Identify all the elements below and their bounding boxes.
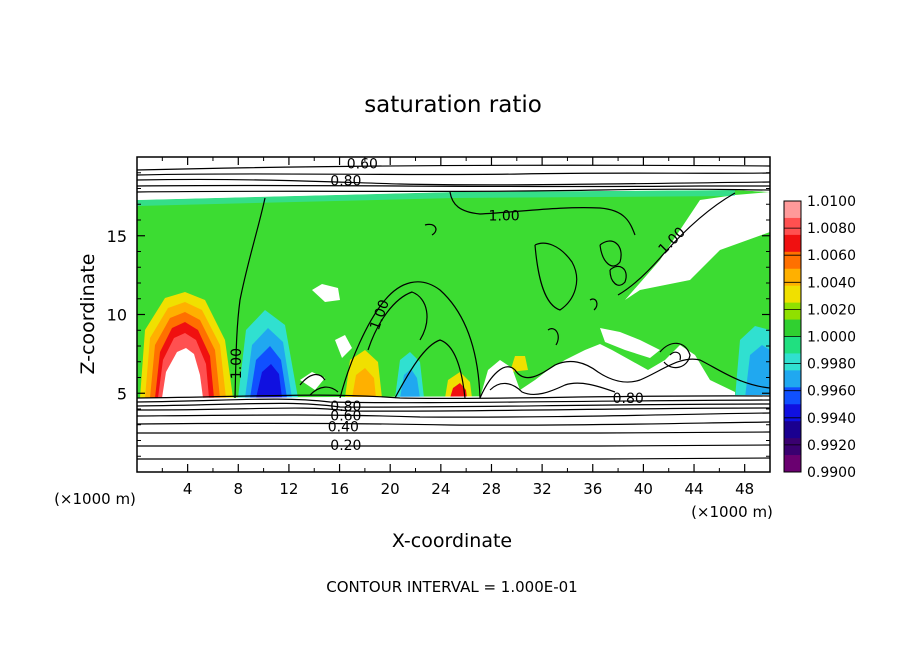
colorbar-swatch [784, 217, 801, 236]
colorbar-label: 0.9920 [807, 438, 856, 454]
x-axis-title: X-coordinate [392, 530, 512, 552]
x-tick-label: 24 [431, 480, 450, 498]
colorbar-swatch [784, 302, 801, 321]
y-axis-title: Z-coordinate [77, 254, 99, 375]
colorbar-swatch [784, 285, 801, 304]
x-unit-label: (×1000 m) [691, 503, 773, 521]
contour-label: 1.00 [229, 348, 245, 379]
clear-patches [300, 284, 735, 398]
field-upper-clear [625, 192, 770, 300]
colorbar-swatch [784, 404, 801, 422]
colorbar-swatch [784, 421, 801, 439]
contour-label: 0.20 [330, 438, 361, 454]
x-tick-label: 12 [279, 480, 298, 498]
colorbar-swatch [784, 319, 801, 337]
y-tick-label: 10 [107, 306, 127, 325]
colorbar-swatch [784, 353, 801, 371]
x-axis-ticks: 4 8 12 16 20 24 28 32 36 40 44 48 [161, 157, 754, 498]
y-tick-label: 5 [117, 384, 127, 403]
field-background [137, 190, 770, 398]
colorbar-swatch [784, 234, 801, 253]
colorbar-label: 0.9960 [807, 384, 856, 400]
colorbar-label: 1.0040 [807, 275, 856, 291]
y-tick-label: 15 [107, 227, 127, 246]
colorbar: 1.0100 1.0080 1.0060 1.0040 1.0020 1.0000 0.99… [783, 194, 856, 481]
x-tick-label: 20 [381, 480, 400, 498]
colorbar-swatch [784, 438, 801, 456]
colorbar-label: 1.0100 [807, 194, 856, 210]
contour-interval-note: CONTOUR INTERVAL = 1.000E-01 [326, 578, 577, 596]
x-tick-label: 36 [583, 480, 602, 498]
colorbar-label: 0.9940 [807, 411, 856, 427]
x-tick-label: 40 [634, 480, 653, 498]
warm-cells [345, 350, 588, 398]
colorbar-swatch [784, 455, 801, 473]
colorbar-label: 1.0080 [807, 221, 856, 237]
x-tick-label: 28 [482, 480, 501, 498]
colorbar-label: 0.9980 [807, 357, 856, 373]
x-tick-label: 32 [533, 480, 552, 498]
plume-red [140, 292, 233, 398]
colorbar-swatch [784, 268, 801, 287]
contour-lines [136, 164, 771, 460]
contour-label: 0.80 [613, 391, 644, 407]
colorbar-label: 0.9900 [807, 465, 856, 481]
x-tick-label: 4 [183, 480, 193, 498]
colorbar-label: 1.0020 [807, 302, 856, 318]
x-tick-label: 48 [735, 480, 754, 498]
colorbar-label: 1.0000 [807, 330, 856, 346]
contour-label: 0.60 [347, 156, 378, 172]
x-tick-label: 16 [330, 480, 349, 498]
contour-label: 0.60 [330, 408, 361, 424]
chart-title: saturation ratio [364, 92, 542, 118]
x-tick-label: 44 [684, 480, 703, 498]
colorbar-label: 1.0060 [807, 248, 856, 264]
colorbar-swatch [784, 201, 801, 219]
x-tick-label: 8 [234, 480, 244, 498]
contour-label: 0.80 [330, 399, 361, 415]
colorbar-swatch [784, 336, 801, 354]
z-unit-label: (×1000 m) [54, 490, 136, 508]
contour-label: 1.00 [489, 208, 520, 224]
plot-area: 0.600.801.001.001.001.000.800.800.600.40… [107, 156, 771, 498]
contour-label: 0.80 [330, 174, 361, 190]
contour-label: 0.40 [328, 419, 359, 435]
colorbar-swatch [784, 251, 801, 270]
colorbar-swatch [784, 387, 801, 405]
y-axis-ticks: 5 10 15 [107, 172, 770, 457]
colorbar-swatch [784, 370, 801, 388]
cyan-band-top [137, 190, 735, 206]
